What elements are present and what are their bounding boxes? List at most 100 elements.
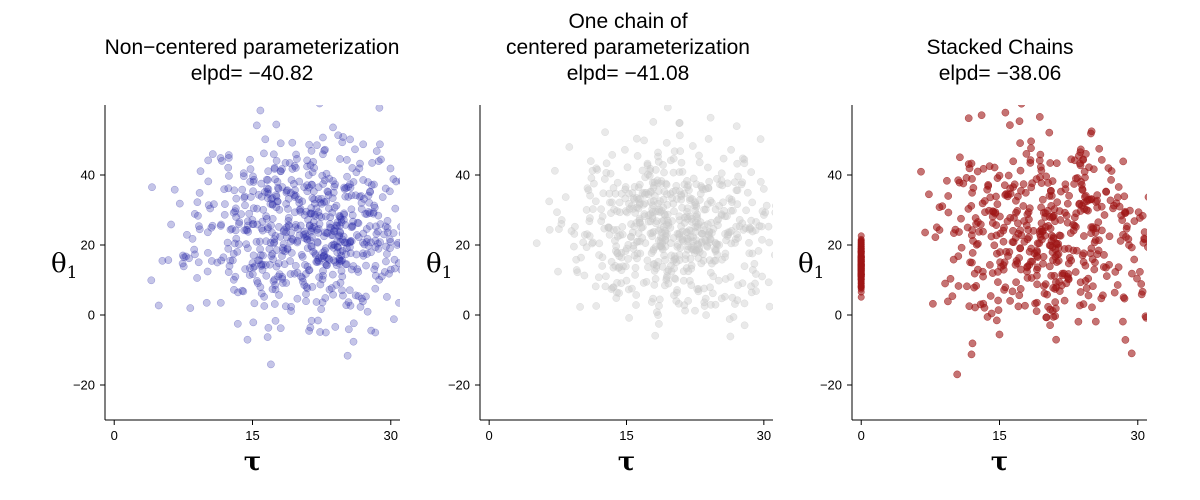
data-point [308, 224, 316, 232]
data-point [1046, 159, 1055, 167]
data-point [723, 232, 732, 240]
data-point [1027, 137, 1035, 146]
data-point [1037, 203, 1045, 212]
data-point [260, 188, 269, 196]
data-point [655, 302, 663, 310]
data-point [383, 293, 391, 301]
x-tick-label: 30 [1131, 428, 1145, 443]
data-point [326, 213, 335, 222]
data-point [178, 259, 187, 268]
data-point [1023, 267, 1031, 276]
data-point [771, 209, 773, 216]
data-point [270, 235, 279, 244]
data-point [346, 238, 354, 247]
data-point [432, 134, 439, 141]
data-point [557, 216, 566, 224]
data-point [262, 271, 271, 280]
data-point [363, 234, 372, 243]
data-point [315, 254, 323, 262]
data-point [430, 226, 437, 233]
data-point [364, 208, 373, 216]
data-point [234, 240, 243, 249]
data-point [281, 302, 290, 311]
data-point [983, 313, 992, 321]
data-point [813, 188, 820, 195]
data-point [317, 305, 326, 314]
data-point [673, 240, 682, 249]
data-point [308, 194, 317, 203]
data-point [347, 223, 356, 231]
data-point [986, 292, 995, 300]
data-point [266, 200, 275, 208]
data-point [772, 203, 773, 209]
data-point [305, 221, 314, 230]
data-point [321, 228, 329, 237]
data-point [666, 190, 675, 198]
data-point [475, 218, 482, 225]
data-point [256, 283, 265, 291]
data-point [679, 276, 688, 285]
data-point [374, 227, 382, 236]
data-point [275, 223, 283, 231]
data-point [670, 255, 679, 264]
data-point [738, 279, 747, 288]
data-point [293, 268, 302, 277]
data-point [691, 206, 699, 215]
data-point [618, 223, 627, 231]
data-point [288, 234, 296, 243]
y-tick-label: 20 [81, 238, 95, 253]
data-point [360, 240, 369, 249]
data-point [1127, 349, 1136, 358]
data-point [262, 237, 270, 246]
data-point [1049, 284, 1058, 292]
data-point [349, 217, 357, 226]
data-point [371, 328, 380, 337]
data-point [621, 145, 629, 154]
data-point [618, 230, 627, 239]
data-point [649, 118, 658, 126]
data-point [275, 291, 283, 299]
data-point [589, 205, 597, 213]
data-point [993, 200, 1002, 209]
data-point [397, 177, 400, 185]
data-point [1038, 195, 1047, 204]
data-point [814, 249, 821, 256]
data-point [327, 284, 336, 292]
data-point [681, 251, 690, 259]
data-point [314, 183, 323, 192]
data-point [701, 185, 710, 193]
data-point [651, 207, 660, 216]
data-point [293, 237, 302, 245]
data-point [362, 292, 370, 301]
data-point [362, 225, 371, 233]
data-point [629, 194, 638, 202]
data-point [219, 253, 228, 262]
data-point [269, 277, 278, 286]
data-point [1099, 263, 1108, 271]
data-point [1020, 237, 1029, 246]
data-point [272, 262, 281, 271]
data-point [220, 210, 229, 219]
data-point [1054, 239, 1063, 248]
data-point [284, 194, 293, 203]
data-point [253, 204, 261, 213]
data-point [692, 212, 701, 221]
data-point [362, 238, 371, 246]
data-point [1122, 224, 1131, 233]
data-point [233, 247, 242, 256]
data-point [392, 177, 400, 186]
data-point [1080, 167, 1089, 176]
data-point [344, 325, 353, 334]
data-point [313, 141, 321, 150]
data-point [695, 196, 704, 204]
data-point [266, 238, 275, 247]
data-point [1043, 290, 1051, 299]
data-point [957, 243, 966, 252]
data-point [346, 183, 355, 192]
data-point [312, 204, 321, 213]
data-point [336, 278, 345, 287]
data-point [1185, 158, 1192, 165]
data-point [1148, 247, 1155, 254]
data-point [272, 246, 281, 254]
data-point [344, 193, 353, 201]
